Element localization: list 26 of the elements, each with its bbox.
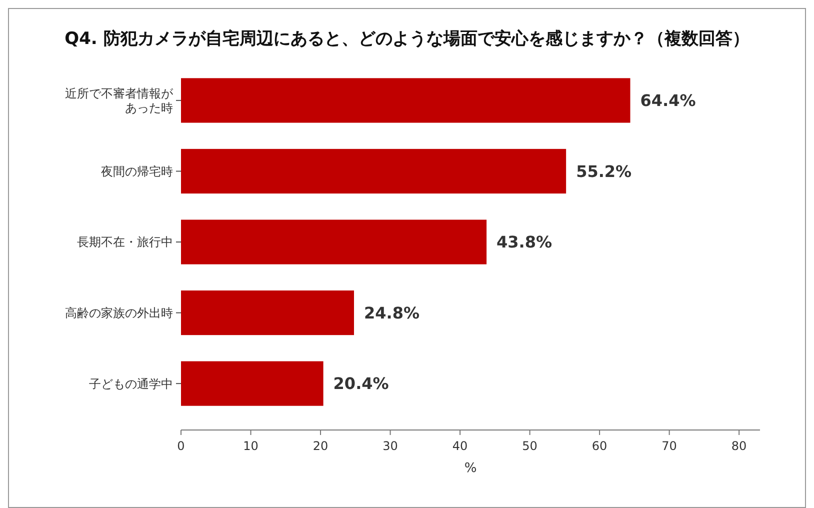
bar: [181, 78, 630, 123]
y-tick-label: 近所で不審者情報があった時: [65, 86, 174, 115]
y-tick-label: 長期不在・旅行中: [77, 235, 173, 250]
data-label: 20.4%: [333, 374, 389, 394]
x-tick-label: 50: [522, 439, 538, 453]
x-axis-title: %: [464, 461, 477, 476]
x-tick-label: 40: [452, 439, 468, 453]
x-tick-label: 30: [382, 439, 398, 453]
y-tick-label: 子どもの通学中: [89, 376, 173, 391]
x-tick-label: 60: [592, 439, 608, 453]
data-label: 64.4%: [640, 91, 696, 110]
data-label: 55.2%: [576, 162, 632, 181]
bar: [181, 220, 487, 264]
x-tick-label: 20: [312, 439, 328, 453]
data-label: 43.8%: [496, 232, 552, 252]
x-tick-label: 70: [662, 439, 677, 453]
y-tick-label: 高齢の家族の外出時: [65, 306, 173, 320]
bar: [181, 148, 566, 194]
bar: [181, 361, 324, 406]
x-tick-label: 80: [731, 439, 747, 453]
bar: [181, 290, 354, 336]
y-tick-label: 夜間の帰宅時: [101, 164, 173, 178]
x-tick-label: 0: [177, 439, 185, 453]
x-tick-label: 10: [243, 439, 258, 453]
data-label: 24.8%: [364, 303, 420, 322]
chart-title: Q4. 防犯カメラが自宅周辺にあると、どのような場面で安心を感じますか？（複数回答）: [64, 29, 750, 49]
